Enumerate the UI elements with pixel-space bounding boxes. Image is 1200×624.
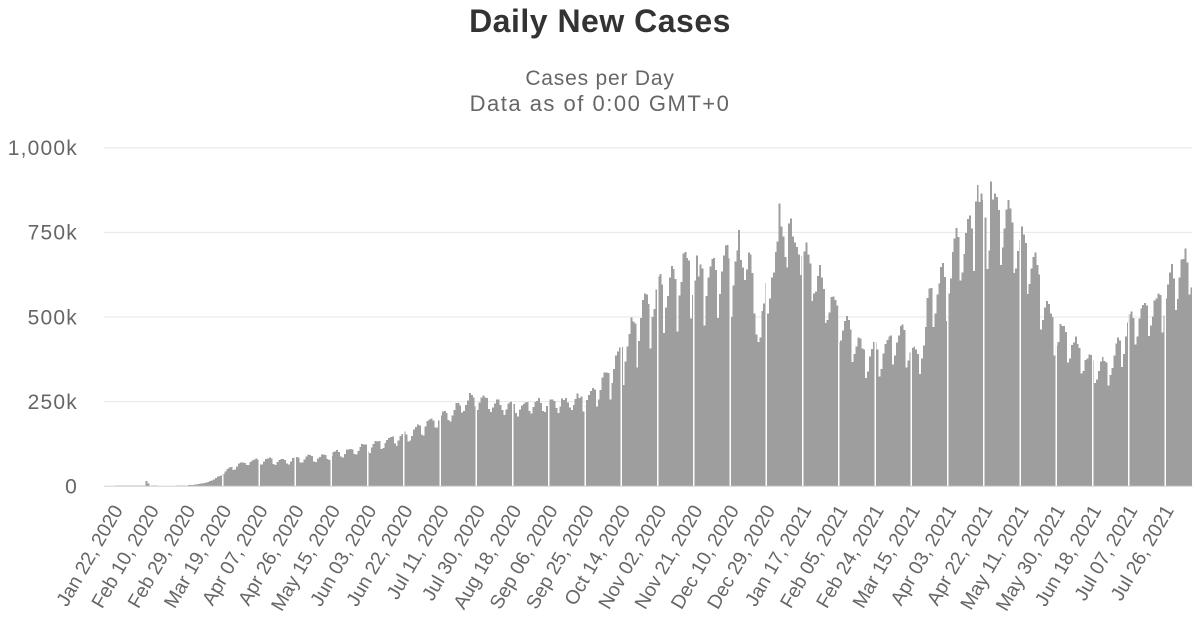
svg-text:500k: 500k: [28, 306, 78, 329]
svg-text:Daily New Cases: Daily New Cases: [469, 3, 731, 39]
svg-text:250k: 250k: [28, 391, 78, 414]
svg-text:750k: 750k: [28, 222, 78, 245]
svg-text:Data as of 0:00 GMT+0: Data as of 0:00 GMT+0: [470, 91, 731, 116]
svg-text:Cases per Day: Cases per Day: [525, 67, 674, 90]
svg-text:0: 0: [65, 476, 78, 499]
svg-text:1,000k: 1,000k: [8, 137, 78, 160]
